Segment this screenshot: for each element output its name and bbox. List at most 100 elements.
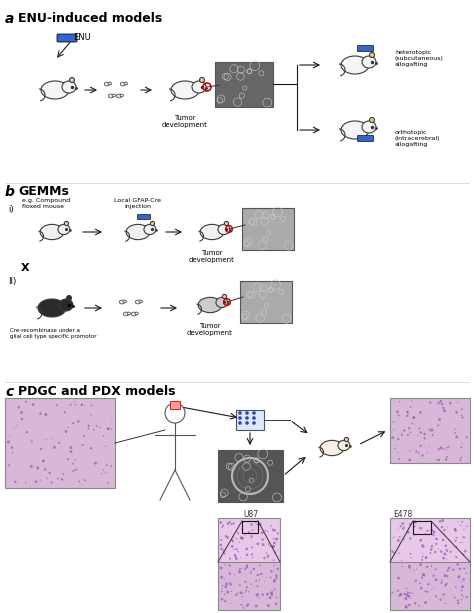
Circle shape [397, 529, 399, 530]
Circle shape [398, 414, 400, 416]
Circle shape [231, 545, 234, 548]
Circle shape [237, 592, 239, 593]
Circle shape [238, 416, 242, 420]
Circle shape [267, 604, 270, 607]
Text: Tumor
development: Tumor development [189, 250, 235, 263]
Circle shape [397, 452, 398, 453]
Circle shape [256, 543, 259, 545]
Circle shape [393, 429, 394, 430]
Circle shape [423, 433, 426, 435]
Circle shape [274, 588, 275, 590]
Circle shape [252, 411, 256, 415]
Circle shape [400, 536, 401, 538]
Circle shape [220, 539, 222, 541]
Circle shape [250, 524, 253, 526]
Circle shape [441, 403, 443, 405]
Ellipse shape [216, 297, 228, 308]
Circle shape [398, 459, 400, 460]
Circle shape [407, 411, 409, 414]
FancyBboxPatch shape [218, 450, 283, 502]
Circle shape [246, 586, 248, 588]
Ellipse shape [108, 94, 114, 98]
Ellipse shape [218, 224, 230, 235]
Circle shape [94, 462, 97, 465]
Circle shape [73, 401, 74, 402]
Circle shape [237, 551, 239, 552]
Text: GEMMs: GEMMs [18, 185, 69, 198]
Circle shape [219, 521, 222, 524]
Circle shape [262, 573, 263, 574]
Circle shape [222, 525, 224, 527]
Circle shape [244, 581, 246, 583]
Circle shape [57, 478, 59, 479]
Circle shape [270, 546, 271, 547]
Circle shape [277, 568, 279, 570]
Circle shape [56, 404, 58, 406]
Circle shape [225, 564, 226, 565]
Circle shape [275, 538, 277, 541]
Circle shape [231, 591, 232, 592]
Circle shape [45, 439, 46, 440]
Circle shape [262, 543, 264, 546]
Circle shape [20, 411, 23, 414]
Circle shape [429, 446, 430, 447]
Circle shape [72, 463, 74, 465]
Circle shape [405, 573, 407, 574]
Circle shape [413, 526, 415, 527]
Circle shape [409, 460, 410, 461]
Circle shape [445, 546, 447, 547]
Circle shape [96, 425, 98, 427]
Circle shape [406, 587, 407, 589]
Circle shape [402, 528, 404, 530]
Ellipse shape [135, 312, 138, 315]
Circle shape [255, 593, 258, 596]
Circle shape [10, 446, 13, 449]
Circle shape [405, 605, 408, 608]
Circle shape [454, 529, 457, 532]
Circle shape [407, 531, 410, 534]
Circle shape [464, 536, 465, 538]
Circle shape [399, 553, 400, 554]
Circle shape [421, 454, 424, 457]
Circle shape [397, 438, 399, 440]
Circle shape [410, 598, 411, 599]
Circle shape [258, 579, 260, 581]
Circle shape [420, 587, 422, 590]
Circle shape [236, 530, 237, 532]
Circle shape [105, 471, 107, 473]
Circle shape [405, 607, 407, 609]
Circle shape [224, 594, 226, 595]
Circle shape [412, 593, 414, 594]
Circle shape [275, 574, 278, 577]
Circle shape [419, 444, 422, 447]
Circle shape [421, 559, 423, 561]
Circle shape [25, 482, 27, 484]
Ellipse shape [222, 294, 227, 299]
Circle shape [110, 465, 112, 467]
Circle shape [455, 586, 456, 588]
Circle shape [429, 403, 431, 404]
Circle shape [428, 428, 430, 430]
Circle shape [233, 549, 235, 550]
Circle shape [107, 427, 109, 430]
Circle shape [63, 473, 64, 475]
Circle shape [422, 555, 423, 557]
Circle shape [456, 563, 459, 566]
Circle shape [461, 581, 462, 582]
Ellipse shape [362, 121, 376, 133]
Circle shape [424, 601, 427, 604]
Circle shape [277, 534, 278, 535]
Circle shape [417, 435, 419, 436]
Circle shape [262, 593, 264, 596]
Circle shape [39, 413, 42, 415]
Bar [5, 398, 115, 488]
Circle shape [250, 584, 252, 585]
Circle shape [240, 536, 243, 539]
Circle shape [406, 594, 409, 596]
Circle shape [48, 472, 51, 474]
Circle shape [422, 553, 423, 554]
Ellipse shape [370, 118, 374, 123]
Text: orthotopic
(intracerebral)
allogafting: orthotopic (intracerebral) allogafting [395, 130, 440, 147]
Circle shape [411, 423, 413, 424]
Circle shape [219, 566, 222, 569]
